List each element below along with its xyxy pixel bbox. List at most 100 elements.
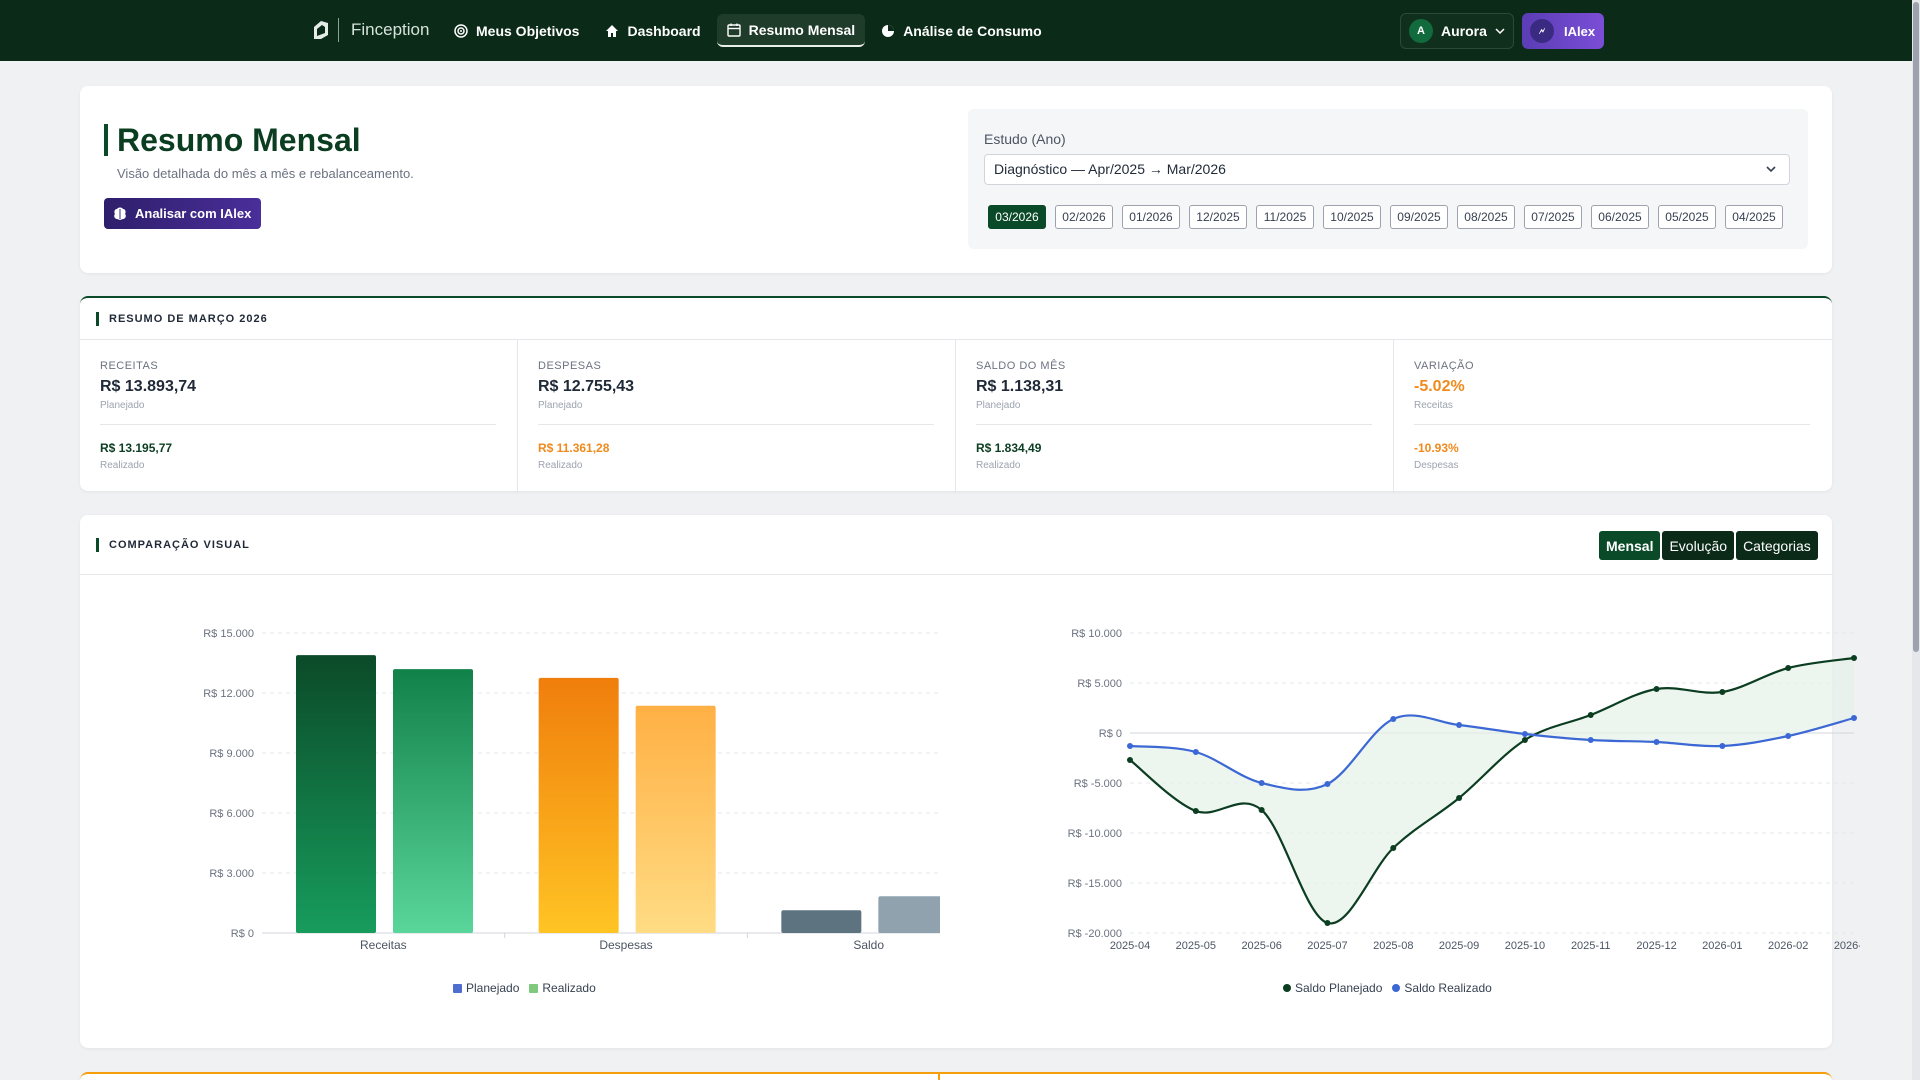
data-point[interactable] [1587, 737, 1594, 743]
data-point[interactable] [1258, 780, 1265, 786]
data-point[interactable] [1587, 712, 1594, 718]
brand-name: Finception [351, 20, 430, 39]
legend-item-planejado[interactable]: Planejado [453, 981, 519, 995]
legend-label: Planejado [466, 981, 520, 995]
data-point[interactable] [1324, 920, 1331, 926]
data-point[interactable] [1851, 715, 1857, 721]
month-chip[interactable]: 09/2025 [1390, 205, 1448, 229]
data-point[interactable] [1192, 808, 1199, 814]
tab-categorias[interactable]: Categorias [1736, 531, 1818, 560]
next-section-card [80, 1072, 1832, 1080]
month-chip[interactable]: 12/2025 [1189, 205, 1247, 229]
data-point[interactable] [1390, 845, 1397, 851]
divider [80, 574, 1832, 575]
scrollbar-thumb[interactable] [1913, 2, 1919, 652]
stat-value-actual: R$ 11.361,28 [538, 441, 610, 455]
stat-caption: Realizado [538, 460, 583, 471]
data-point[interactable] [1258, 807, 1265, 813]
legend-item-saldo-planejado[interactable]: Saldo Planejado [1283, 981, 1382, 995]
bar-saldo-planejado[interactable] [781, 910, 862, 933]
stat-label: RECEITAS [100, 360, 159, 372]
data-point[interactable] [1785, 665, 1792, 671]
month-chip[interactable]: 07/2025 [1524, 205, 1582, 229]
brand-divider [338, 18, 339, 42]
title-accent-bar [104, 124, 108, 156]
data-point[interactable] [1521, 731, 1528, 737]
tab-evolucao[interactable]: Evolução [1662, 531, 1735, 560]
x-tick-label: 2025-05 [1176, 940, 1216, 952]
page-title: Resumo Mensal [117, 122, 361, 158]
summary-section-header: RESUMO DE MARÇO 2026 [96, 312, 268, 326]
data-point[interactable] [1653, 686, 1660, 692]
data-point[interactable] [1390, 716, 1397, 722]
tab-mensal[interactable]: Mensal [1599, 531, 1661, 560]
line-chart: R$ 10.000 R$ 5.000 R$ 0 R$ -5.000 R$ -10.000… [1068, 628, 1860, 952]
data-point[interactable] [1324, 781, 1331, 787]
analyze-with-ialex-button[interactable]: Analisar com IAlex [104, 198, 261, 229]
section-accent-bar [96, 538, 99, 552]
study-select[interactable]: Diagnóstico — Apr/2025 → Mar/2026 [984, 154, 1790, 185]
stat-divider [1414, 424, 1810, 425]
month-chip[interactable]: 02/2026 [1055, 205, 1113, 229]
data-point[interactable] [1719, 689, 1726, 695]
stat-label: VARIAÇÃO [1414, 360, 1475, 372]
bar-despesas-planejado[interactable] [538, 677, 619, 933]
y-tick-label: R$ -20.000 [1068, 928, 1122, 940]
brand-logo[interactable]: Finception [312, 18, 429, 42]
legend-item-realizado[interactable]: Realizado [529, 981, 596, 995]
month-chip[interactable]: 05/2025 [1658, 205, 1716, 229]
stat-caption: Realizado [100, 460, 145, 471]
nav-item-dashboard[interactable]: Dashboard [595, 14, 710, 47]
data-point[interactable] [1127, 743, 1133, 749]
summary-title: RESUMO DE MARÇO 2026 [109, 313, 268, 325]
data-point[interactable] [1127, 757, 1133, 763]
nav-item-resumo-mensal[interactable]: Resumo Mensal [716, 14, 866, 47]
month-chip[interactable]: 01/2026 [1122, 205, 1180, 229]
month-chip[interactable]: 06/2025 [1591, 205, 1649, 229]
month-chip[interactable]: 04/2025 [1725, 205, 1783, 229]
legend-label: Saldo Planejado [1295, 981, 1383, 995]
y-tick-label: R$ 12.000 [203, 688, 254, 700]
y-tick-label: R$ 5.000 [1077, 678, 1122, 690]
bar-receitas-planejado[interactable] [296, 655, 376, 933]
top-navbar: Finception Meus Objetivos Dashboard Resu… [0, 0, 1912, 61]
stat-value-planned: R$ 1.138,31 [976, 378, 1064, 395]
data-point[interactable] [1719, 743, 1726, 749]
data-point[interactable] [1785, 733, 1792, 739]
page-scrollbar[interactable] [1912, 0, 1920, 1080]
series-line-saldo-realizado[interactable] [1129, 714, 1855, 791]
page-subtitle: Visão detalhada do mês a mês e rebalance… [117, 166, 414, 181]
divider [80, 339, 1832, 340]
data-point[interactable] [1456, 795, 1463, 801]
legend-item-saldo-realizado[interactable]: Saldo Realizado [1392, 981, 1492, 995]
data-point[interactable] [1456, 722, 1463, 728]
nav-item-analise-consumo[interactable]: Análise de Consumo [871, 14, 1051, 47]
x-tick-label: 2025-08 [1373, 940, 1413, 952]
nav-item-label: Resumo Mensal [748, 21, 856, 38]
y-tick-label: R$ -5.000 [1074, 778, 1122, 790]
x-tick-label: 2026-02 [1768, 940, 1808, 952]
month-chip[interactable]: 03/2026 [988, 205, 1046, 229]
x-tick-label: 2025-09 [1439, 940, 1479, 952]
month-chip[interactable]: 08/2025 [1457, 205, 1515, 229]
y-tick-label: R$ 3.000 [209, 868, 254, 880]
stat-value-planned: R$ 12.755,43 [538, 378, 635, 395]
data-point[interactable] [1521, 737, 1528, 743]
line-chart-legend: Saldo Planejado Saldo Realizado [1283, 981, 1492, 995]
x-tick-label: 2025-04 [1110, 940, 1150, 952]
stat-value-planned: -5.02% [1414, 378, 1465, 395]
data-point[interactable] [1653, 739, 1660, 745]
month-chip[interactable]: 10/2025 [1323, 205, 1381, 229]
y-tick-label: R$ 9.000 [209, 748, 254, 760]
nav-item-meus-objetivos[interactable]: Meus Objetivos [444, 14, 589, 47]
legend-label: Realizado [542, 981, 596, 995]
data-point[interactable] [1851, 655, 1857, 661]
bar-receitas-realizado[interactable] [393, 669, 473, 933]
bar-saldo-realizado[interactable] [878, 896, 940, 933]
data-point[interactable] [1192, 749, 1199, 755]
month-chip[interactable]: 11/2025 [1256, 205, 1314, 229]
ialex-button[interactable]: 🗲 IAlex [1522, 13, 1604, 49]
user-menu-button[interactable]: A Aurora [1400, 13, 1514, 49]
bar-despesas-realizado[interactable] [635, 705, 716, 933]
main-nav: Meus Objetivos Dashboard Resumo Mensal A… [444, 14, 1052, 47]
